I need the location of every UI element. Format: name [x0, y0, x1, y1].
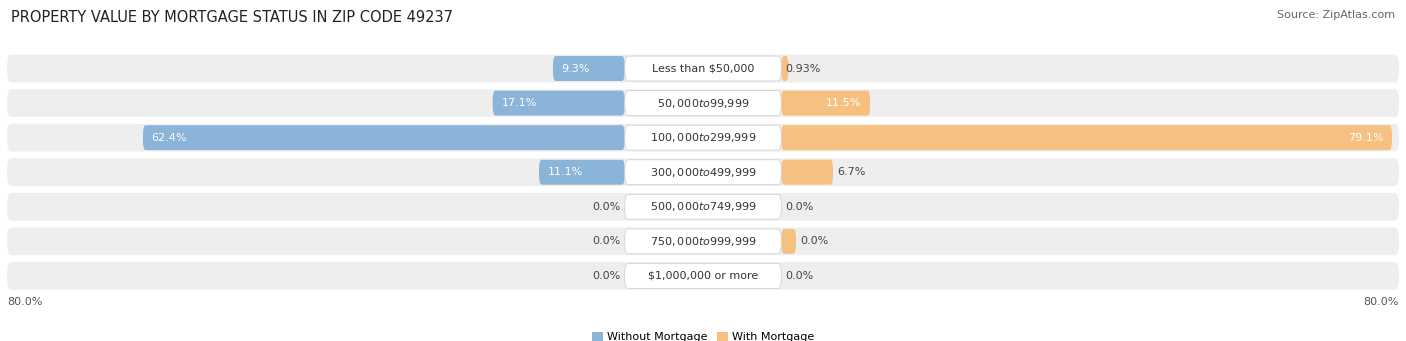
Text: 0.0%: 0.0% — [592, 236, 620, 246]
FancyBboxPatch shape — [7, 262, 1399, 290]
FancyBboxPatch shape — [7, 55, 1399, 83]
Text: 80.0%: 80.0% — [7, 297, 42, 307]
FancyBboxPatch shape — [7, 124, 1399, 151]
Text: 0.0%: 0.0% — [592, 202, 620, 212]
Text: $100,000 to $299,999: $100,000 to $299,999 — [650, 131, 756, 144]
Text: 0.93%: 0.93% — [786, 63, 821, 74]
FancyBboxPatch shape — [538, 160, 624, 185]
FancyBboxPatch shape — [143, 125, 624, 150]
FancyBboxPatch shape — [624, 194, 782, 219]
FancyBboxPatch shape — [624, 264, 782, 288]
Text: 11.5%: 11.5% — [827, 98, 862, 108]
Legend: Without Mortgage, With Mortgage: Without Mortgage, With Mortgage — [588, 328, 818, 341]
FancyBboxPatch shape — [624, 229, 782, 254]
Text: $750,000 to $999,999: $750,000 to $999,999 — [650, 235, 756, 248]
FancyBboxPatch shape — [782, 160, 832, 185]
FancyBboxPatch shape — [624, 160, 782, 185]
Text: 0.0%: 0.0% — [800, 236, 828, 246]
Text: $500,000 to $749,999: $500,000 to $749,999 — [650, 200, 756, 213]
Text: 62.4%: 62.4% — [152, 133, 187, 143]
Text: $300,000 to $499,999: $300,000 to $499,999 — [650, 166, 756, 179]
FancyBboxPatch shape — [624, 125, 782, 150]
Text: 80.0%: 80.0% — [1364, 297, 1399, 307]
FancyBboxPatch shape — [7, 89, 1399, 117]
FancyBboxPatch shape — [782, 229, 796, 254]
FancyBboxPatch shape — [7, 159, 1399, 186]
Text: PROPERTY VALUE BY MORTGAGE STATUS IN ZIP CODE 49237: PROPERTY VALUE BY MORTGAGE STATUS IN ZIP… — [11, 10, 453, 25]
FancyBboxPatch shape — [492, 91, 624, 116]
Text: $1,000,000 or more: $1,000,000 or more — [648, 271, 758, 281]
FancyBboxPatch shape — [624, 56, 782, 81]
FancyBboxPatch shape — [624, 91, 782, 116]
FancyBboxPatch shape — [782, 56, 789, 81]
Text: 79.1%: 79.1% — [1348, 133, 1384, 143]
Text: 0.0%: 0.0% — [592, 271, 620, 281]
FancyBboxPatch shape — [782, 125, 1392, 150]
Text: 17.1%: 17.1% — [502, 98, 537, 108]
Text: Less than $50,000: Less than $50,000 — [652, 63, 754, 74]
FancyBboxPatch shape — [7, 227, 1399, 255]
FancyBboxPatch shape — [553, 56, 624, 81]
FancyBboxPatch shape — [7, 193, 1399, 221]
Text: $50,000 to $99,999: $50,000 to $99,999 — [657, 97, 749, 109]
Text: 6.7%: 6.7% — [838, 167, 866, 177]
Text: 11.1%: 11.1% — [548, 167, 583, 177]
FancyBboxPatch shape — [782, 91, 870, 116]
Text: 9.3%: 9.3% — [561, 63, 591, 74]
Text: 0.0%: 0.0% — [786, 271, 814, 281]
Text: Source: ZipAtlas.com: Source: ZipAtlas.com — [1277, 10, 1395, 20]
Text: 0.0%: 0.0% — [786, 202, 814, 212]
